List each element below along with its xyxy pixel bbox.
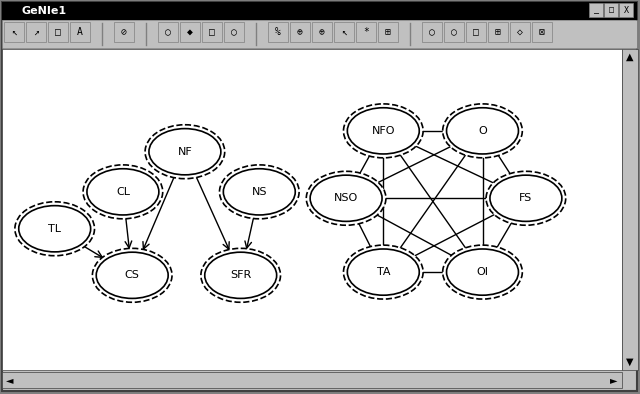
Text: NF: NF (177, 147, 192, 157)
Ellipse shape (443, 245, 522, 299)
Text: A: A (77, 27, 83, 37)
Text: ○: ○ (429, 27, 435, 37)
Text: ⊘: ⊘ (121, 27, 127, 37)
Text: *: * (363, 27, 369, 37)
Ellipse shape (447, 108, 518, 154)
Text: □: □ (609, 6, 614, 15)
Ellipse shape (83, 165, 163, 219)
Bar (290, 22, 310, 42)
Bar (4, 22, 24, 42)
Text: ◇: ◇ (517, 27, 523, 37)
Ellipse shape (223, 169, 295, 215)
Bar (422, 22, 442, 42)
Ellipse shape (220, 165, 299, 219)
Text: ↖: ↖ (341, 27, 347, 37)
Ellipse shape (19, 206, 91, 252)
Text: CL: CL (116, 187, 130, 197)
Bar (2, 372, 622, 388)
Ellipse shape (15, 202, 95, 256)
Ellipse shape (87, 169, 159, 215)
Ellipse shape (490, 175, 562, 221)
Ellipse shape (486, 171, 566, 225)
Ellipse shape (201, 248, 280, 302)
Text: CS: CS (125, 270, 140, 280)
Bar (488, 22, 508, 42)
Ellipse shape (443, 104, 522, 158)
Text: %: % (275, 27, 281, 37)
Text: TL: TL (48, 224, 61, 234)
Text: □: □ (55, 27, 61, 37)
Text: GeNIe1: GeNIe1 (22, 6, 67, 16)
Ellipse shape (92, 248, 172, 302)
Text: SFR: SFR (230, 270, 252, 280)
Bar (619, 3, 633, 17)
Text: ▼: ▼ (627, 357, 634, 367)
Text: ⊕: ⊕ (319, 27, 325, 37)
Text: TA: TA (376, 267, 390, 277)
Bar (2, 2, 637, 20)
Bar (158, 22, 178, 42)
Text: _: _ (593, 6, 598, 15)
Bar (180, 22, 200, 42)
Text: ⊠: ⊠ (539, 27, 545, 37)
Bar (604, 3, 618, 17)
Text: ◆: ◆ (187, 27, 193, 37)
Ellipse shape (145, 125, 225, 179)
Ellipse shape (149, 128, 221, 175)
Text: NFO: NFO (372, 126, 395, 136)
Bar (2, 49, 622, 370)
Bar (589, 3, 603, 17)
Bar (202, 22, 222, 42)
Ellipse shape (447, 249, 518, 295)
Text: ⊞: ⊞ (385, 27, 391, 37)
Bar (26, 22, 46, 42)
Text: OI: OI (477, 267, 488, 277)
Text: □: □ (209, 27, 215, 37)
Bar (334, 22, 354, 42)
Ellipse shape (348, 249, 419, 295)
Bar (622, 49, 638, 370)
Bar (2, 20, 637, 48)
Ellipse shape (344, 104, 423, 158)
Bar (466, 22, 486, 42)
Ellipse shape (307, 171, 386, 225)
Bar (224, 22, 244, 42)
Ellipse shape (344, 245, 423, 299)
Text: NS: NS (252, 187, 267, 197)
Text: ⊞: ⊞ (495, 27, 501, 37)
Text: ○: ○ (451, 27, 457, 37)
Bar (532, 22, 552, 42)
Bar (356, 22, 376, 42)
Text: X: X (623, 6, 628, 15)
Bar (70, 22, 90, 42)
Text: ⊕: ⊕ (297, 27, 303, 37)
Text: ↖: ↖ (11, 27, 17, 37)
Ellipse shape (310, 175, 382, 221)
Bar (312, 22, 332, 42)
Text: ○: ○ (231, 27, 237, 37)
Bar (444, 22, 464, 42)
Bar (378, 22, 398, 42)
Ellipse shape (205, 252, 276, 298)
Ellipse shape (96, 252, 168, 298)
Text: ►: ► (611, 375, 618, 385)
Text: ↗: ↗ (33, 27, 39, 37)
Text: NSO: NSO (334, 193, 358, 203)
Text: ○: ○ (165, 27, 171, 37)
Text: ◄: ◄ (6, 375, 13, 385)
Text: ▲: ▲ (627, 52, 634, 62)
Bar (268, 22, 288, 42)
Text: FS: FS (519, 193, 532, 203)
Text: O: O (478, 126, 487, 136)
Ellipse shape (348, 108, 419, 154)
Text: □: □ (473, 27, 479, 37)
Bar (48, 22, 68, 42)
Bar (510, 22, 530, 42)
Bar (114, 22, 134, 42)
